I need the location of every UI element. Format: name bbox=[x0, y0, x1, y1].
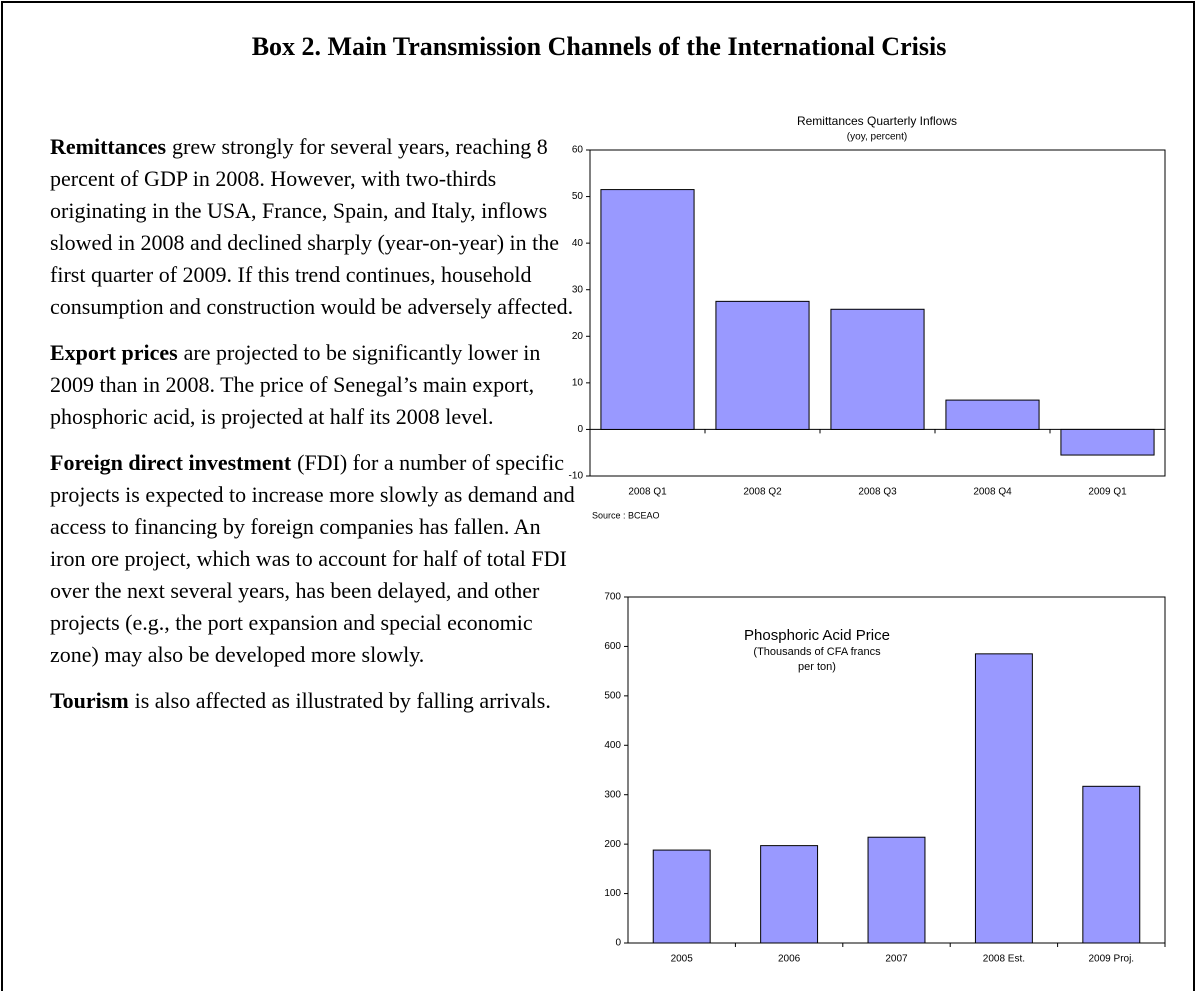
x-tick-label: 2008 Q4 bbox=[973, 487, 1012, 498]
paragraph-text: (FDI) for a number of specific projects … bbox=[50, 450, 575, 667]
y-tick-label: 60 bbox=[572, 145, 584, 156]
x-tick-label: 2009 Proj. bbox=[1089, 954, 1135, 965]
bar bbox=[760, 845, 819, 944]
bar bbox=[945, 399, 1040, 430]
bar bbox=[867, 836, 926, 944]
bar bbox=[652, 849, 711, 944]
paragraph: Tourism is also affected as illustrated b… bbox=[50, 685, 578, 717]
lead: Export prices bbox=[50, 340, 178, 365]
x-tick-label: 2005 bbox=[671, 954, 694, 965]
y-tick-label: 600 bbox=[604, 641, 621, 652]
y-tick-label: 300 bbox=[604, 789, 621, 800]
source-note: Source : BCEAO bbox=[592, 510, 660, 520]
paragraph-text: is also affected as illustrated by falli… bbox=[134, 688, 551, 713]
chart-subtitle: per ton) bbox=[798, 661, 836, 673]
x-tick-label: 2008 Q3 bbox=[858, 487, 897, 498]
y-tick-label: 20 bbox=[572, 331, 584, 342]
y-tick-label: 0 bbox=[577, 424, 583, 435]
bar bbox=[830, 308, 925, 430]
y-tick-label: 30 bbox=[572, 284, 584, 295]
x-tick-label: 2009 Q1 bbox=[1088, 487, 1127, 498]
y-tick-label: 500 bbox=[604, 690, 621, 701]
y-tick-label: 200 bbox=[604, 839, 621, 850]
chart-title: Remittances Quarterly Inflows bbox=[797, 114, 957, 128]
bar bbox=[1082, 785, 1141, 944]
x-tick-label: 2008 Est. bbox=[983, 954, 1025, 965]
paragraph: Remittances grew strongly for several yea… bbox=[50, 131, 578, 323]
lead: Tourism bbox=[50, 688, 129, 713]
y-tick-label: -10 bbox=[569, 471, 584, 482]
body-text: Remittances grew strongly for several yea… bbox=[50, 131, 578, 731]
lead: Foreign direct investment bbox=[50, 450, 292, 475]
paragraph: Export prices are projected to be signifi… bbox=[50, 337, 578, 433]
bar bbox=[715, 300, 810, 430]
paragraph-text: are projected to be significantly lower … bbox=[50, 340, 541, 429]
y-tick-label: 10 bbox=[572, 377, 584, 388]
x-tick-label: 2008 Q1 bbox=[628, 487, 667, 498]
x-tick-label: 2006 bbox=[778, 954, 801, 965]
paragraph: Foreign direct investment (FDI) for a num… bbox=[50, 447, 578, 671]
lead: Remittances bbox=[50, 134, 167, 159]
box-title: Box 2. Main Transmission Channels of the… bbox=[251, 32, 947, 61]
y-tick-label: 400 bbox=[604, 740, 621, 751]
chart-subtitle: (Thousands of CFA francs bbox=[753, 646, 881, 658]
y-tick-label: 100 bbox=[604, 888, 621, 899]
x-tick-label: 2008 Q2 bbox=[743, 487, 782, 498]
bar bbox=[1060, 428, 1155, 456]
chart-subtitle: (yoy, percent) bbox=[847, 132, 907, 143]
bar bbox=[600, 189, 695, 430]
bar bbox=[974, 653, 1033, 944]
y-tick-label: 0 bbox=[615, 938, 621, 949]
chart-title: Phosphoric Acid Price bbox=[744, 627, 890, 644]
y-tick-label: 40 bbox=[572, 238, 584, 249]
y-tick-label: 700 bbox=[604, 592, 621, 603]
plot-area bbox=[589, 149, 1166, 477]
paragraph-text: grew strongly for several years, reachin… bbox=[50, 134, 574, 319]
x-tick-label: 2007 bbox=[885, 954, 908, 965]
y-tick-label: 50 bbox=[572, 191, 584, 202]
